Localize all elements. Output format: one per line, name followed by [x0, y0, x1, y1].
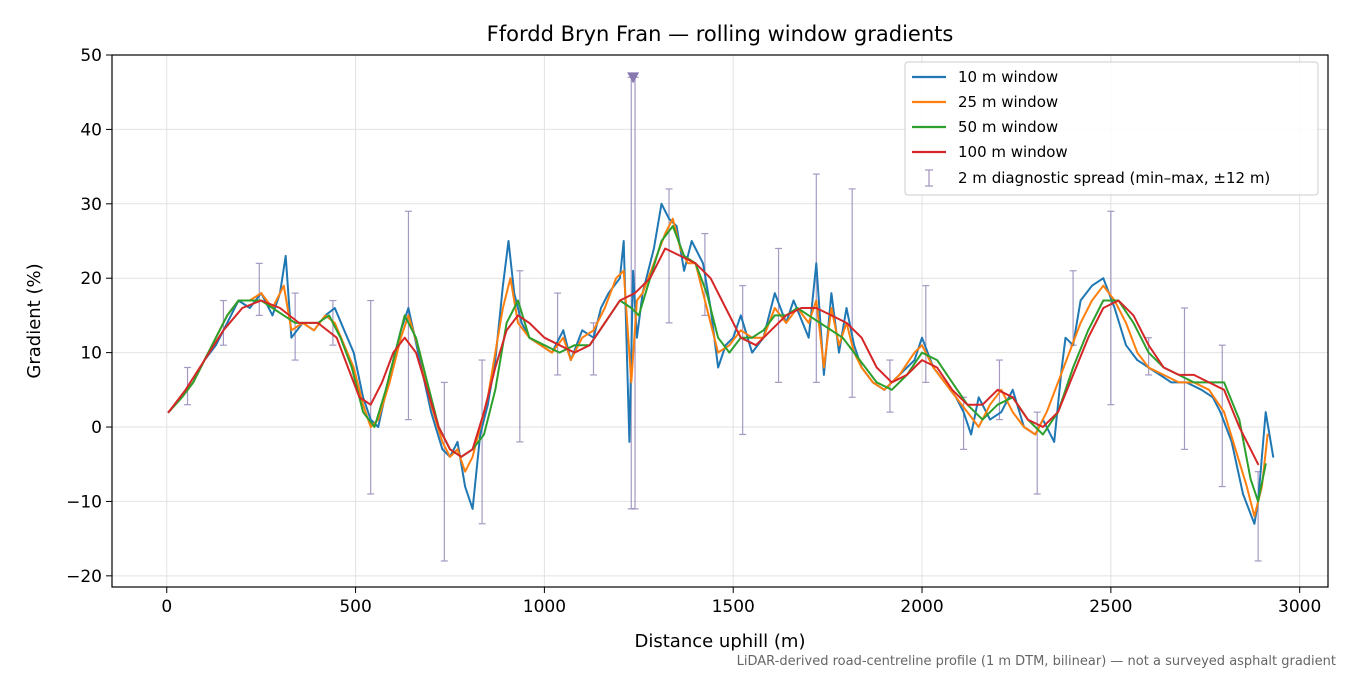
series-line-0 [167, 202, 1275, 525]
legend-label-100m: 100 m window [958, 143, 1068, 161]
diagnostic-errorbar [255, 262, 263, 317]
y-tick-label: 30 [80, 195, 102, 215]
diagnostic-errorbar [589, 322, 597, 376]
legend-swatch-diagnostic [925, 169, 933, 187]
plot-frame [111, 54, 1329, 588]
legend: 10 m window 25 m window 50 m window 100 … [904, 61, 1319, 196]
x-tick-label: 2500 [1089, 597, 1132, 617]
legend-label-10m: 10 m window [958, 68, 1058, 86]
x-tick-label: 1000 [523, 597, 566, 617]
axis-ticks: 0 500 1000 1500 2000 2500 3000 −20 −10 0 10 20 30 40 5… [66, 46, 1321, 617]
y-tick-label: 50 [80, 46, 102, 66]
y-tick-label: 10 [80, 344, 102, 364]
diagnostic-errorbar [291, 292, 299, 361]
footnote: LiDAR-derived road-centreline profile (1… [737, 654, 1336, 669]
diagnostic-errorbar [554, 292, 562, 376]
diagnostic-errorbar [848, 188, 856, 398]
diagnostic-errorbar [812, 173, 820, 383]
series-line-3 [167, 247, 1260, 466]
diagnostic-errorbar [665, 188, 673, 324]
diagnostic-errorbar [739, 285, 747, 436]
x-tick-label: 500 [339, 597, 371, 617]
diagnostic-errorbar [516, 270, 524, 443]
diagnostic-errorbar [922, 285, 930, 383]
series-lines [167, 202, 1275, 525]
diagnostic-errorbar [886, 359, 894, 413]
x-tick-label: 1500 [712, 597, 755, 617]
y-tick-label: 0 [91, 418, 102, 438]
y-tick-label: −10 [66, 492, 102, 512]
x-tick-label: 2000 [900, 597, 943, 617]
y-tick-label: −20 [66, 567, 102, 587]
diagnostic-errorbar [1033, 411, 1041, 495]
y-axis-label: Gradient (%) [24, 263, 45, 378]
chart-title: Ffordd Bryn Fran — rolling window gradie… [487, 22, 954, 46]
x-tick-label: 3000 [1278, 597, 1321, 617]
diagnostic-errorbar [1107, 210, 1115, 406]
diagnostic-errorbar [440, 381, 448, 562]
legend-label-50m: 50 m window [958, 118, 1058, 136]
x-tick-label: 0 [161, 597, 172, 617]
legend-label-25m: 25 m window [958, 93, 1058, 111]
y-tick-label: 20 [80, 269, 102, 289]
diagnostic-clip-marker [627, 72, 640, 84]
legend-label-diagnostic: 2 m diagnostic spread (min–max, ±12 m) [958, 169, 1270, 187]
y-tick-label: 40 [80, 120, 102, 140]
diagnostic-errorbar [478, 359, 486, 525]
legend-box [904, 61, 1319, 196]
diagnostic-errorbar [367, 299, 375, 495]
x-axis-label: Distance uphill (m) [635, 631, 806, 652]
